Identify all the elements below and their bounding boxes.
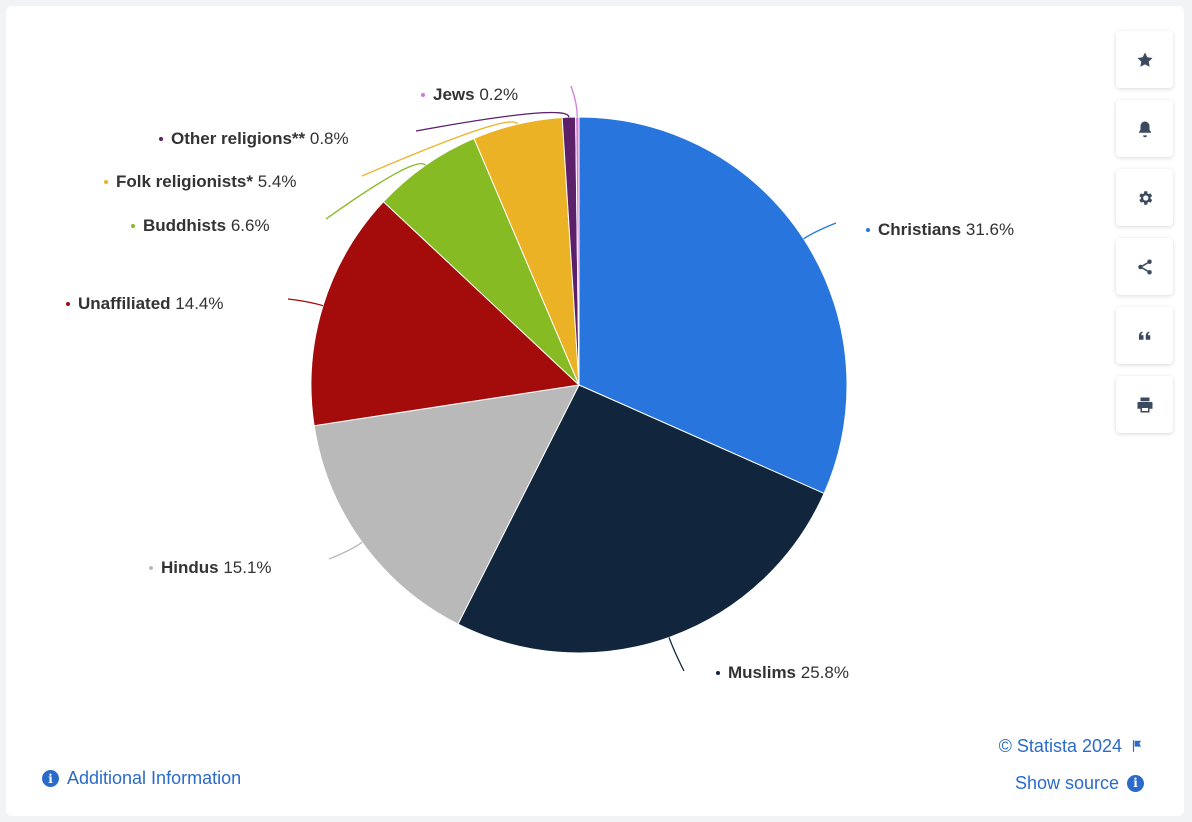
slice-label: Other religions** 0.8% xyxy=(171,129,349,148)
printer-icon xyxy=(1137,397,1152,412)
pie-slice-hindus[interactable] xyxy=(313,384,580,625)
label-connector xyxy=(361,121,518,177)
slice-label-name: Folk religionists* xyxy=(116,172,253,191)
info-icon: i xyxy=(1127,774,1144,792)
label-bullet xyxy=(149,566,153,570)
favorite-button[interactable] xyxy=(1116,31,1173,88)
slice-label: Hindus 15.1% xyxy=(161,558,272,577)
slice-label-value: 6.6% xyxy=(226,216,269,235)
flag-icon xyxy=(1132,740,1142,752)
label-connectors xyxy=(287,85,837,672)
copyright-row[interactable]: © Statista 2024 xyxy=(999,735,1144,757)
label-bullet xyxy=(866,228,870,232)
label-bullet xyxy=(104,180,108,184)
slice-label-name: Muslims xyxy=(728,663,796,682)
settings-button[interactable] xyxy=(1116,169,1173,226)
slice-label-value: 31.6% xyxy=(961,220,1014,239)
slice-label-value: 25.8% xyxy=(796,663,849,682)
star-icon xyxy=(1137,52,1152,67)
bell-icon xyxy=(1138,121,1151,137)
show-source-row[interactable]: Show source i xyxy=(999,772,1144,794)
label-connector xyxy=(328,541,363,560)
gear-icon xyxy=(1138,190,1152,205)
slice-label-name: Other religions** xyxy=(171,129,306,148)
label-connector xyxy=(415,111,570,132)
slice-label-name: Buddhists xyxy=(143,216,226,235)
slice-label-name: Jews xyxy=(433,85,475,104)
slice-label-value: 0.2% xyxy=(475,85,518,104)
label-bullet xyxy=(716,671,720,675)
slice-label: Muslims 25.8% xyxy=(728,663,849,682)
chart-card: Christians 31.6% Muslims 25.8% Hindus 15.1… xyxy=(6,6,1184,816)
print-button[interactable] xyxy=(1116,376,1173,433)
slice-label: Christians 31.6% xyxy=(878,220,1014,239)
slice-label-value: 15.1% xyxy=(219,558,272,577)
notification-button[interactable] xyxy=(1116,100,1173,157)
label-connector xyxy=(570,85,578,118)
pie-slice-buddhists[interactable] xyxy=(382,137,580,386)
slice-label-name: Unaffiliated xyxy=(78,294,171,313)
share-icon xyxy=(1137,259,1152,274)
slice-label-name: Hindus xyxy=(161,558,219,577)
show-source-label: Show source xyxy=(1014,772,1119,793)
label-bullet xyxy=(421,93,425,97)
pie-slices xyxy=(310,116,848,654)
additional-information-label: Additional Information xyxy=(67,768,242,788)
pie-chart: Christians 31.6% Muslims 25.8% Hindus 15.1… xyxy=(66,85,1014,682)
slice-labels: Christians 31.6% Muslims 25.8% Hindus 15.1… xyxy=(66,85,1014,682)
source-area: © Statista 2024 Show source i xyxy=(999,735,1144,794)
share-button[interactable] xyxy=(1116,238,1173,295)
slice-label: Jews 0.2% xyxy=(433,85,518,104)
label-bullet xyxy=(159,137,163,141)
slice-label-value: 0.8% xyxy=(305,129,348,148)
label-connector xyxy=(325,163,426,220)
info-icon: i xyxy=(42,770,59,787)
additional-information-link[interactable]: i Additional Information xyxy=(42,768,241,789)
slice-label: Buddhists 6.6% xyxy=(143,216,270,235)
slice-label: Folk religionists* 5.4% xyxy=(116,172,296,191)
slice-label-value: 14.4% xyxy=(171,294,224,313)
chart-toolbar xyxy=(1116,31,1173,445)
slice-label: Unaffiliated 14.4% xyxy=(78,294,224,313)
label-bullet xyxy=(66,302,70,306)
label-connector xyxy=(287,298,324,307)
slice-label-name: Christians xyxy=(878,220,961,239)
slice-label-value: 5.4% xyxy=(253,172,296,191)
label-connector xyxy=(668,637,685,672)
label-bullet xyxy=(131,224,135,228)
copyright-label: © Statista 2024 xyxy=(998,735,1122,756)
cite-button[interactable] xyxy=(1116,307,1173,364)
quote-icon xyxy=(1138,331,1150,340)
label-connector xyxy=(803,222,837,240)
